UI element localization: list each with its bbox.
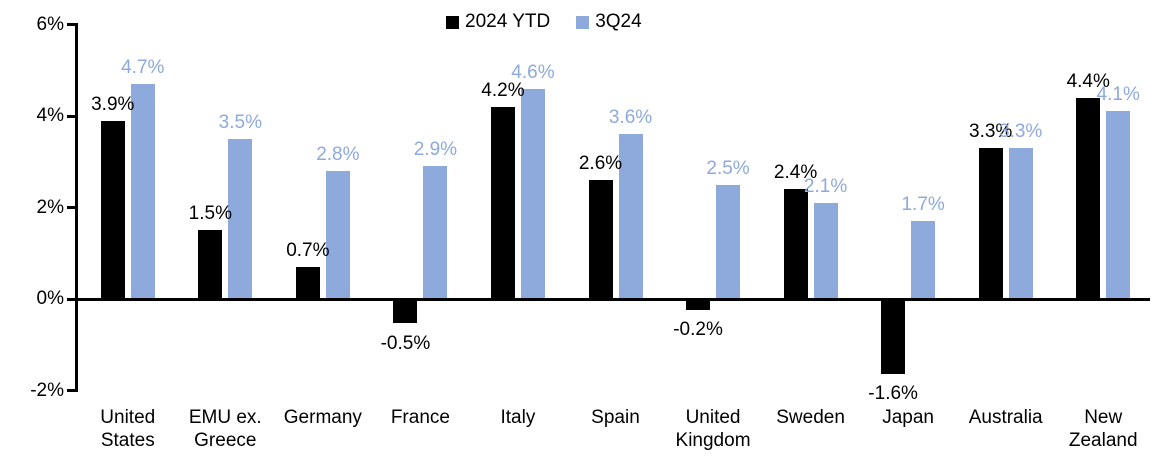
y-axis-line <box>75 23 78 392</box>
legend-label: 3Q24 <box>595 11 642 32</box>
value-label-2024-ytd-france: -0.5% <box>380 332 431 354</box>
bar-3q24-sweden <box>813 202 838 299</box>
bar-2024-ytd-united-kingdom <box>686 300 711 310</box>
value-label-2024-ytd-germany: 0.7% <box>286 239 330 261</box>
value-label-2024-ytd-emu-ex-greece: 1.5% <box>188 203 232 225</box>
legend-swatch-icon <box>446 15 459 29</box>
bar-2024-ytd-japan <box>881 300 906 374</box>
value-label-3q24-united-kingdom: 2.5% <box>706 157 750 179</box>
legend-item-3q24: 3Q24 <box>576 11 642 33</box>
category-label-united-kingdom: United Kingdom <box>675 407 751 451</box>
value-label-2024-ytd-australia: 3.3% <box>969 121 1013 143</box>
chart-legend: 2024 YTD 3Q24 <box>446 11 642 33</box>
category-label-emu-ex-greece: EMU ex. Greece <box>188 407 262 451</box>
bar-2024-ytd-new-zealand <box>1076 97 1101 299</box>
category-label-japan: Japan <box>882 407 935 428</box>
bar-3q24-emu-ex-greece <box>228 138 253 299</box>
bar-2024-ytd-australia <box>978 148 1003 299</box>
bar-2024-ytd-spain <box>588 180 613 299</box>
value-label-3q24-japan: 1.7% <box>901 194 945 216</box>
bar-3q24-germany <box>325 170 350 299</box>
category-label-new-zealand: New Zealand <box>1068 407 1138 451</box>
category-label-france: France <box>390 407 450 428</box>
bar-3q24-united-states <box>130 83 155 299</box>
bar-3q24-new-zealand <box>1106 111 1131 299</box>
legend-item-2024-ytd: 2024 YTD <box>446 11 550 33</box>
bar-2024-ytd-united-states <box>100 120 125 299</box>
bar-3q24-japan <box>911 221 936 299</box>
category-label-united-states: United States <box>100 407 156 451</box>
value-label-3q24-australia: 3.3% <box>999 121 1043 143</box>
bar-2024-ytd-germany <box>295 266 320 299</box>
bar-3q24-france <box>423 166 448 299</box>
y-tick-label: 0% <box>36 288 64 309</box>
y-tick-label: -2% <box>30 379 64 401</box>
category-label-spain: Spain <box>591 407 640 428</box>
x-axis-baseline <box>75 297 1150 301</box>
value-label-2024-ytd-united-kingdom: -0.2% <box>673 319 723 341</box>
bar-2024-ytd-sweden <box>783 189 808 299</box>
bar-3q24-united-kingdom <box>716 184 741 299</box>
value-label-2024-ytd-united-states: 3.9% <box>91 93 135 115</box>
legend-label: 2024 YTD <box>465 11 551 32</box>
bar-2024-ytd-italy <box>490 106 515 299</box>
bar-2024-ytd-france <box>393 300 418 324</box>
bar-2024-ytd-emu-ex-greece <box>198 230 223 299</box>
category-label-italy: Italy <box>500 407 536 428</box>
category-label-sweden: Sweden <box>776 407 845 428</box>
y-tick-mark <box>67 114 78 118</box>
y-tick-label: 2% <box>36 196 64 218</box>
y-tick-mark <box>67 206 78 209</box>
bar-3q24-spain <box>618 134 643 299</box>
y-tick-label: 4% <box>36 105 64 126</box>
value-label-3q24-spain: 3.6% <box>608 107 653 129</box>
y-tick-mark <box>67 23 78 26</box>
value-label-2024-ytd-sweden: 2.4% <box>773 162 818 184</box>
value-label-2024-ytd-spain: 2.6% <box>578 153 623 175</box>
value-label-3q24-italy: 4.6% <box>511 61 555 83</box>
y-tick-label: 6% <box>36 13 64 35</box>
value-label-3q24-germany: 2.8% <box>316 143 360 165</box>
value-label-3q24-france: 2.9% <box>413 139 458 161</box>
value-label-3q24-sweden: 2.1% <box>803 175 848 197</box>
value-label-2024-ytd-japan: -1.6% <box>868 383 918 405</box>
legend-swatch-icon <box>576 15 590 29</box>
value-label-3q24-emu-ex-greece: 3.5% <box>218 111 262 133</box>
category-label-australia: Australia <box>968 407 1043 428</box>
value-label-3q24-new-zealand: 4.1% <box>1096 84 1140 106</box>
value-label-2024-ytd-new-zealand: 4.4% <box>1066 70 1110 92</box>
bar-3q24-italy <box>520 88 545 299</box>
category-label-germany: Germany <box>283 407 362 428</box>
y-tick-mark <box>67 297 78 301</box>
value-label-2024-ytd-italy: 4.2% <box>481 79 525 101</box>
y-tick-mark <box>67 389 78 392</box>
value-label-3q24-united-states: 4.7% <box>121 56 165 78</box>
bar-3q24-australia <box>1008 148 1033 299</box>
